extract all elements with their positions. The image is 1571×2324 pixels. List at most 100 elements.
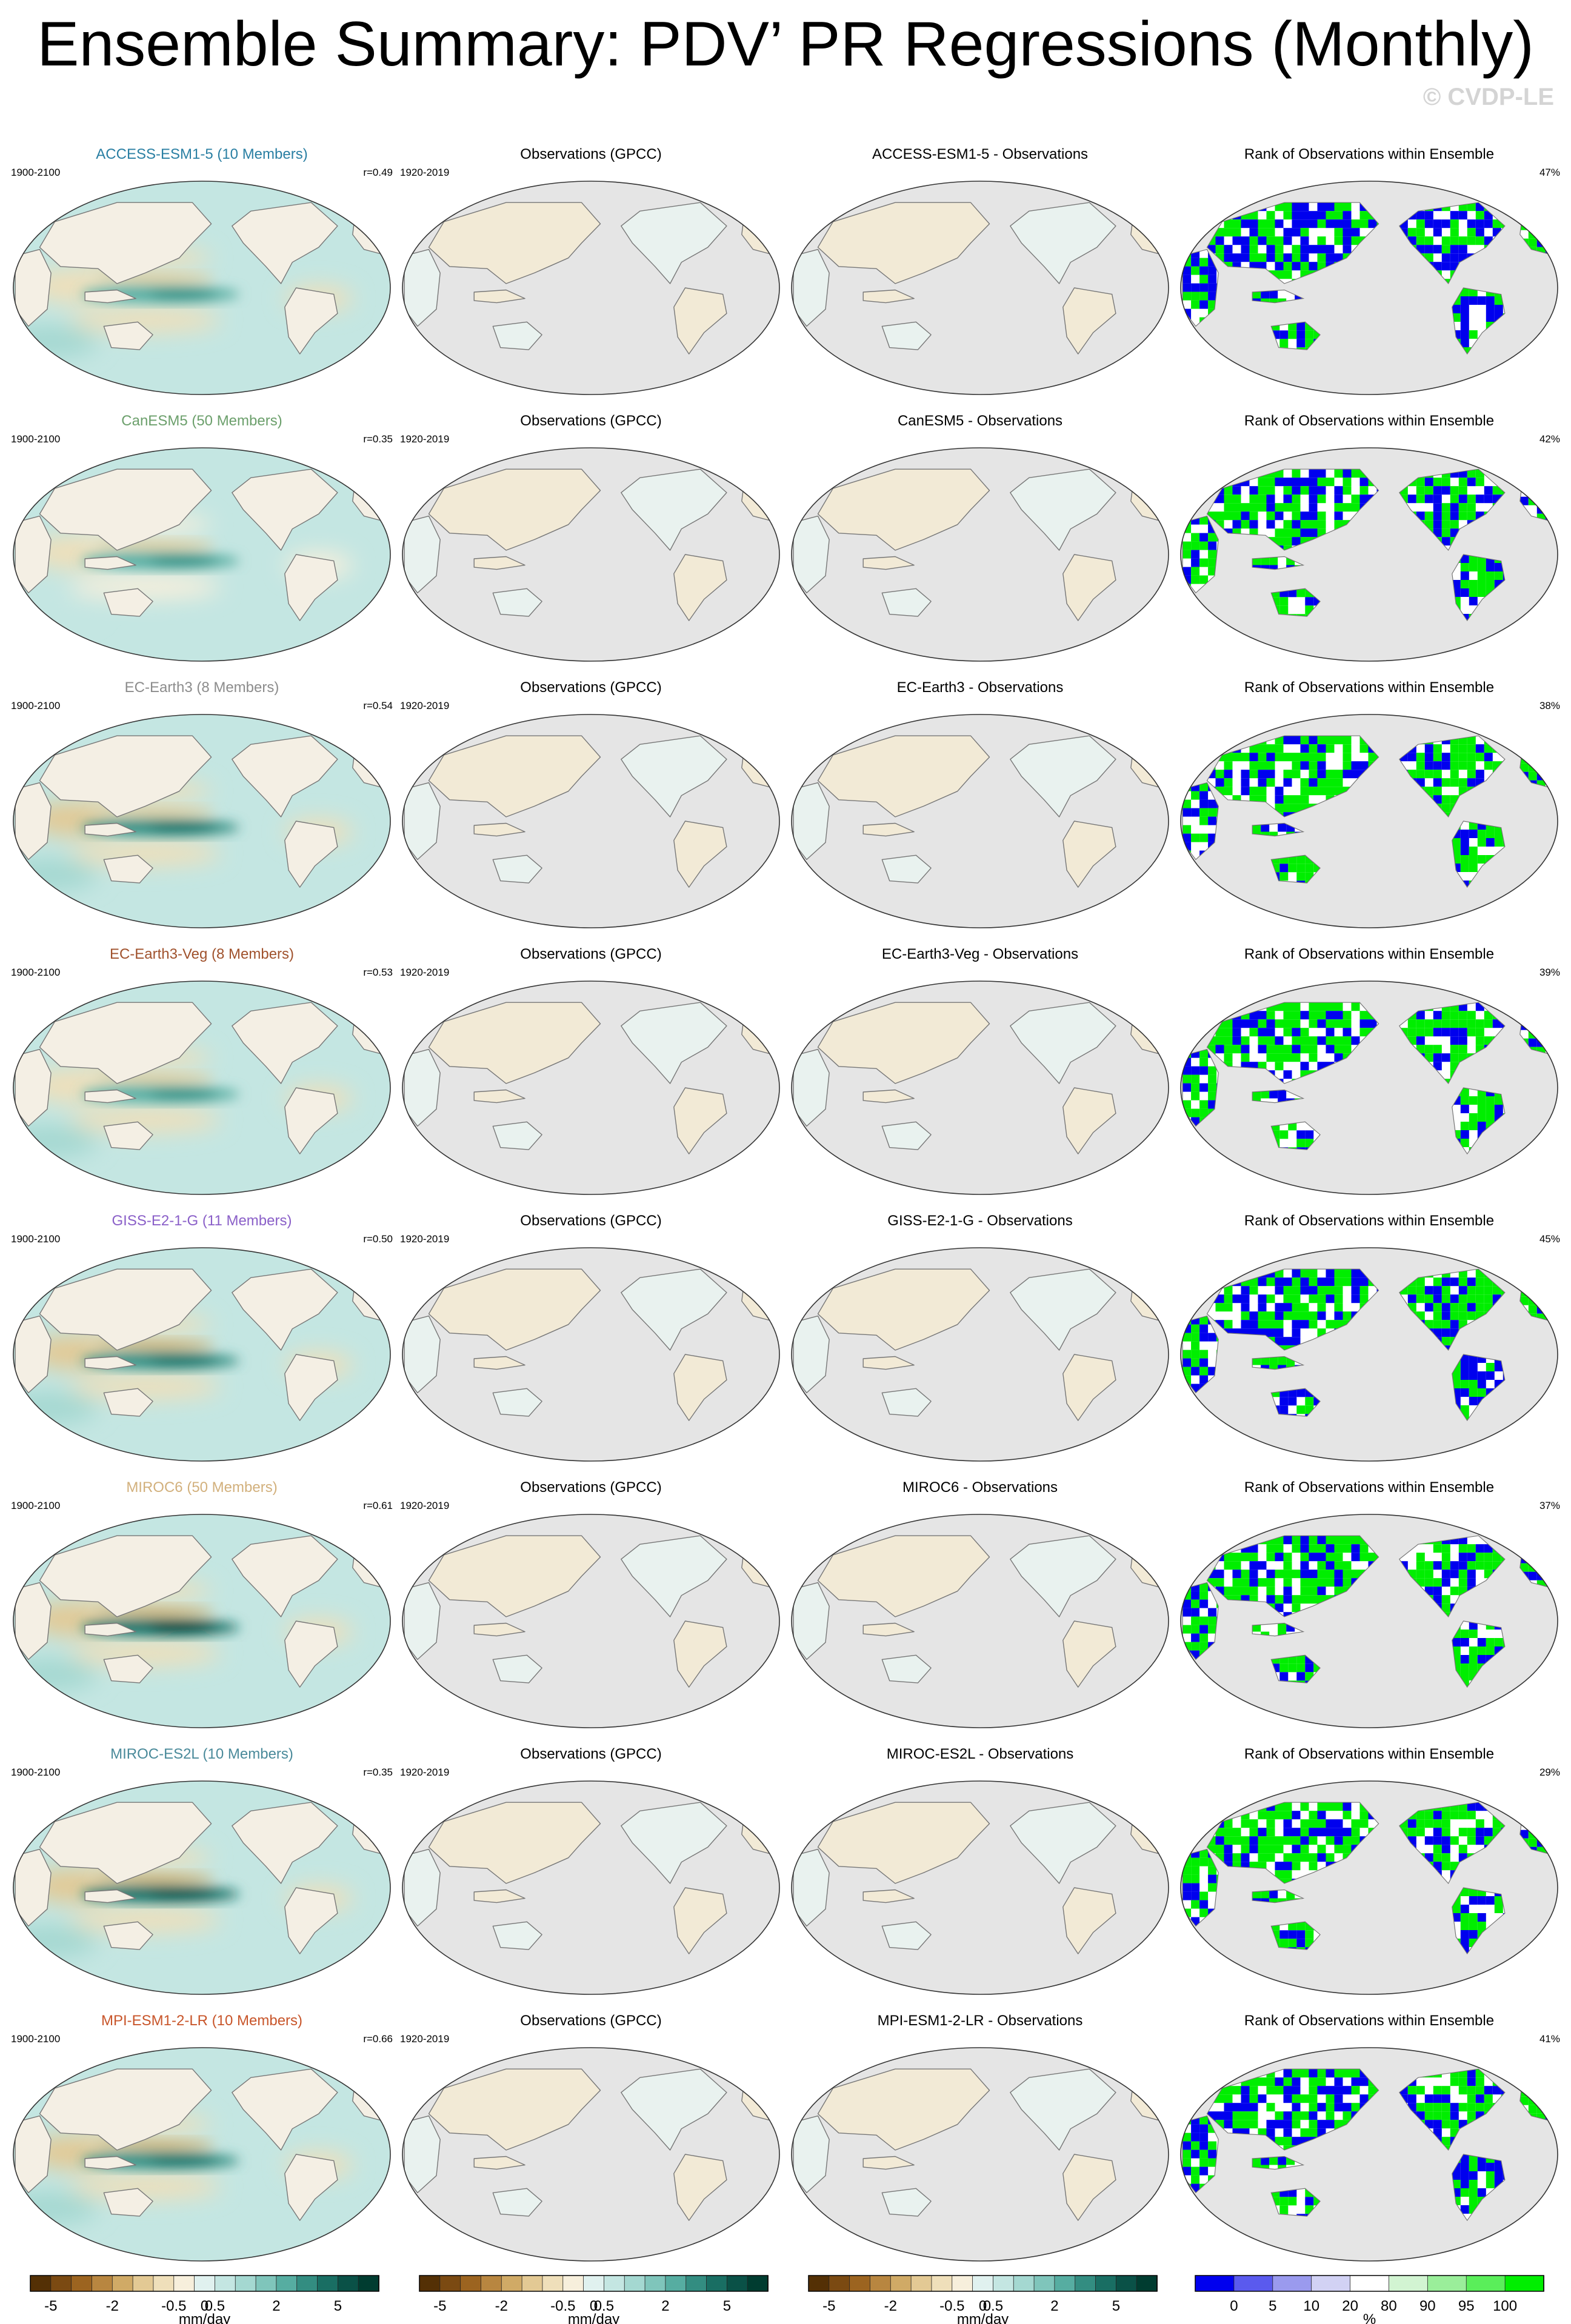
rank-cell <box>1441 253 1450 262</box>
model-panel: GISS-E2-1-G (11 Members)1900-2100 r=0.50 <box>11 1213 393 1462</box>
map-field <box>13 448 390 661</box>
rank-cell <box>1275 1870 1284 1879</box>
rank-cell <box>1258 1836 1267 1845</box>
rank-cell <box>1317 1303 1326 1312</box>
rank-cell <box>1326 778 1335 787</box>
diff-panel: MPI-ESM1-2-LR - Observations <box>791 2013 1169 2262</box>
rank-cell <box>1283 1277 1292 1287</box>
rank-cell <box>1477 830 1486 838</box>
rank-cell <box>1279 2197 1289 2206</box>
rank-cell <box>1207 736 1216 745</box>
rank-cell <box>1266 219 1275 228</box>
rank-cell <box>1460 1088 1469 1096</box>
rank-cell <box>1475 211 1484 220</box>
rank-cell <box>1528 737 1537 747</box>
rank-cell <box>1450 1811 1459 1820</box>
map-field <box>792 2048 1169 2261</box>
rank-cell <box>1300 1286 1309 1295</box>
rank-cell <box>1519 1563 1529 1572</box>
australia-land <box>881 1654 932 1683</box>
rank-cell <box>1207 744 1216 753</box>
australia-coastline <box>1270 1388 1321 1417</box>
rank-cell <box>1536 1804 1546 1813</box>
rank-cell <box>1300 219 1309 228</box>
rank-cell <box>1249 494 1258 504</box>
rank-cell <box>1208 1883 1217 1892</box>
rank-cell <box>1224 511 1233 521</box>
colorbar-segment <box>112 2275 134 2292</box>
rank-cell <box>1292 245 1301 254</box>
rank-cell <box>1519 763 1529 772</box>
rank-cell <box>1317 744 1326 753</box>
rank-cell <box>1334 228 1343 237</box>
pattern-correlation: r=0.49 <box>363 167 393 178</box>
rank-cell <box>1458 1036 1467 1045</box>
rank-cell <box>1343 211 1352 220</box>
rank-cell <box>1241 1320 1250 1329</box>
rank-cell <box>1326 1028 1335 1037</box>
rank-cell <box>1292 2120 1301 2129</box>
rank-cell <box>1536 1830 1546 1839</box>
rank-cell <box>1407 2086 1416 2095</box>
north-america-land <box>621 1802 727 1884</box>
rank-cell <box>1317 511 1326 521</box>
rank-cell <box>1553 1846 1556 1856</box>
rank-cell <box>1486 313 1495 322</box>
north-america-land <box>1010 1802 1116 1884</box>
rank-cell <box>1199 275 1209 284</box>
rank-cell <box>1292 494 1301 504</box>
colorbar-segment <box>1075 2275 1096 2292</box>
rank-cell <box>1275 1328 1284 1337</box>
rank-cell <box>1519 479 1529 488</box>
rank-cell <box>1232 503 1241 512</box>
south-america-coastline <box>1452 1087 1506 1155</box>
rank-cell <box>1191 2133 1200 2142</box>
rank-cell <box>1300 1011 1309 1020</box>
rank-cell <box>1283 2145 1292 2150</box>
rank-cell <box>1433 528 1442 538</box>
rank-cell <box>1207 202 1216 211</box>
map-border <box>1180 1514 1558 1728</box>
asia-land <box>39 1802 212 1884</box>
australia-land <box>103 2188 153 2217</box>
indonesia-land <box>862 289 915 304</box>
rank-cell <box>1519 2071 1529 2080</box>
rank-cell <box>1224 1019 1233 1028</box>
rank-cell <box>1433 1062 1442 1071</box>
rank-cell <box>1309 2077 1318 2086</box>
rank-cell <box>1215 1544 1224 1553</box>
rank-cell <box>1467 1011 1476 1020</box>
rank-cell <box>1283 1070 1292 1079</box>
indonesia-land <box>473 289 525 304</box>
rank-cell <box>1477 855 1486 864</box>
rank-cell <box>1334 1570 1343 1579</box>
rank-cell <box>1458 744 1467 753</box>
rank-cell <box>1536 230 1546 239</box>
period-label: 1920-2019 <box>400 2033 449 2045</box>
rank-cell <box>1258 1028 1267 1037</box>
rank-cell <box>1199 1625 1209 1634</box>
rank-cell <box>1288 1930 1297 1939</box>
rank-cell <box>1283 1303 1292 1312</box>
rank-cell <box>1191 300 1200 309</box>
rank-cell <box>1475 2086 1484 2095</box>
australia-land <box>103 1121 153 1150</box>
indonesia-coastline <box>1252 1356 1305 1370</box>
rank-cell <box>1283 1286 1292 1295</box>
colorbar-segment <box>1115 2275 1138 2292</box>
rank-cell <box>1258 1294 1267 1304</box>
rank-cell <box>1416 1828 1425 1837</box>
rank-cell <box>1450 2111 1459 2120</box>
rank-cell <box>1317 494 1326 504</box>
rank-cell <box>1477 1113 1486 1122</box>
rank-cell <box>1283 2137 1292 2146</box>
rank-cell <box>1536 479 1546 488</box>
asia-coastline <box>1206 2068 1379 2151</box>
rank-cell <box>1334 202 1343 211</box>
rank-cell <box>1296 1147 1306 1150</box>
rank-cell <box>1215 1845 1224 1854</box>
rank-cell <box>1519 1813 1529 1822</box>
rank-cell <box>1359 1819 1369 1828</box>
rank-cell <box>1528 771 1537 781</box>
south-america-land <box>673 1887 727 1954</box>
